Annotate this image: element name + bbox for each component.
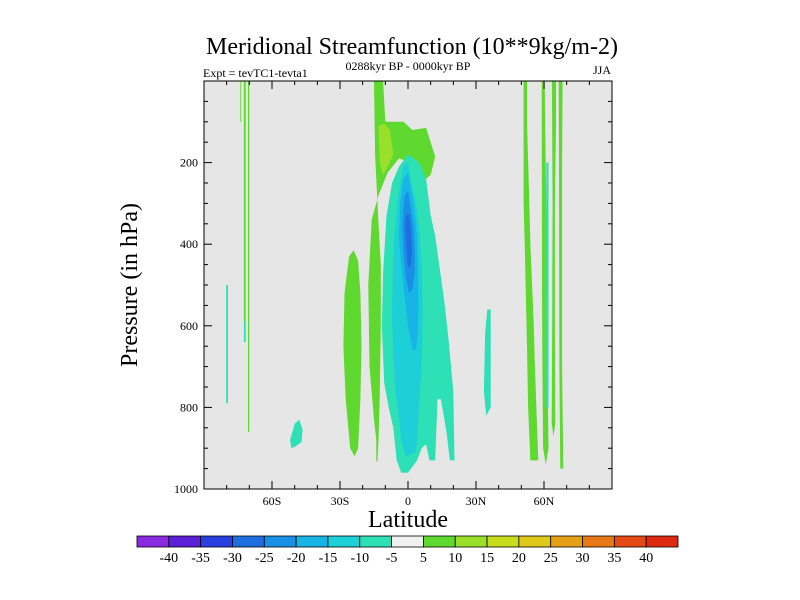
- colorbar-label: -25: [255, 551, 274, 566]
- x-tick-label: 60N: [534, 494, 555, 508]
- positive-lobe-subtrop-sh: [343, 250, 362, 457]
- axis-ticks: 60S 30S 0 30N 60N 200 400 600 800 1000: [174, 81, 612, 508]
- x-tick-label: 30S: [331, 494, 350, 508]
- positive-lobe-sh-d: [248, 81, 250, 432]
- colorbar-swatch: [518, 535, 552, 548]
- colorbar-swatch: [359, 535, 392, 548]
- colorbar-swatch: [168, 535, 202, 548]
- right-label: JJA: [593, 63, 611, 77]
- colorbar-swatch: [454, 535, 488, 548]
- y-tick-label: 200: [180, 156, 198, 170]
- negative-lobe-nh-e: [546, 162, 549, 408]
- colorbar-label: 30: [576, 551, 590, 566]
- positive-lobe-sh-b: [243, 81, 246, 322]
- y-tick-label: 600: [180, 319, 198, 333]
- positive-lobe-nh-d: [558, 81, 564, 469]
- colorbar-label: 35: [607, 551, 621, 566]
- colorbar-swatch: [232, 535, 265, 548]
- colorbar-swatch: [263, 535, 297, 548]
- negative-lobe-nh-30: [483, 309, 491, 416]
- colorbar-label: -5: [386, 551, 398, 566]
- positive-lobe-upper-inner: [378, 123, 394, 175]
- colorbar-label: 15: [480, 551, 494, 566]
- colorbar-label: -15: [319, 551, 338, 566]
- colorbar-label: -20: [287, 551, 306, 566]
- colorbar-swatch: [136, 535, 170, 548]
- colorbar-label: 20: [512, 551, 526, 566]
- negative-cell-deepest: [405, 213, 413, 269]
- x-axis-label: Latitude: [368, 507, 448, 533]
- colorbar-swatch: [645, 535, 679, 548]
- colorbar-swatch: [582, 535, 615, 548]
- y-tick-label: 400: [180, 237, 198, 251]
- colorbar-label: 10: [448, 551, 462, 566]
- colorbar-label: -30: [223, 551, 242, 566]
- colorbar-label: -35: [191, 551, 210, 566]
- chart-title: Meridional Streamfunction (10**9kg/m-2): [206, 34, 618, 60]
- x-tick-label: 0: [405, 494, 411, 508]
- colorbar-swatch: [550, 535, 583, 548]
- colorbar-label: -40: [159, 551, 178, 566]
- colorbar-swatch: [486, 535, 520, 548]
- y-tick-label: 1000: [174, 482, 198, 496]
- colorbar: -40 -35 -30 -25 -20 -15 -10 -5 5 10 15 20 25 30 35 40: [136, 535, 679, 566]
- y-tick-label: 800: [180, 400, 198, 414]
- colorbar-swatch: [423, 535, 456, 548]
- colorbar-label: 40: [639, 551, 653, 566]
- negative-lobe-sh-c: [243, 321, 246, 343]
- colorbar-swatch: [327, 535, 361, 548]
- colorbar-swatch: [391, 535, 424, 548]
- colorbar-swatch: [200, 535, 233, 548]
- colorbar-label: 25: [544, 551, 558, 566]
- left-label: Expt = tevTC1-tevta1: [203, 66, 308, 80]
- positive-lobe-nh-c: [551, 81, 556, 436]
- colorbar-label: 5: [420, 551, 427, 566]
- negative-lobe-sh-f: [290, 419, 303, 449]
- x-tick-label: 60S: [263, 494, 282, 508]
- y-axis-label: Pressure (in hPa): [117, 203, 143, 367]
- x-tick-label: 30N: [466, 494, 487, 508]
- positive-lobe-nh-a: [523, 81, 539, 461]
- center-label: 0288kyr BP - 0000kyr BP: [346, 59, 471, 73]
- colorbar-label: -10: [350, 551, 369, 566]
- colorbar-swatch: [295, 535, 329, 548]
- negative-lobe-sh-e: [226, 285, 228, 404]
- positive-lobe-sh-a: [240, 81, 242, 122]
- contour-layer: [226, 81, 564, 473]
- colorbar-swatch: [613, 535, 647, 548]
